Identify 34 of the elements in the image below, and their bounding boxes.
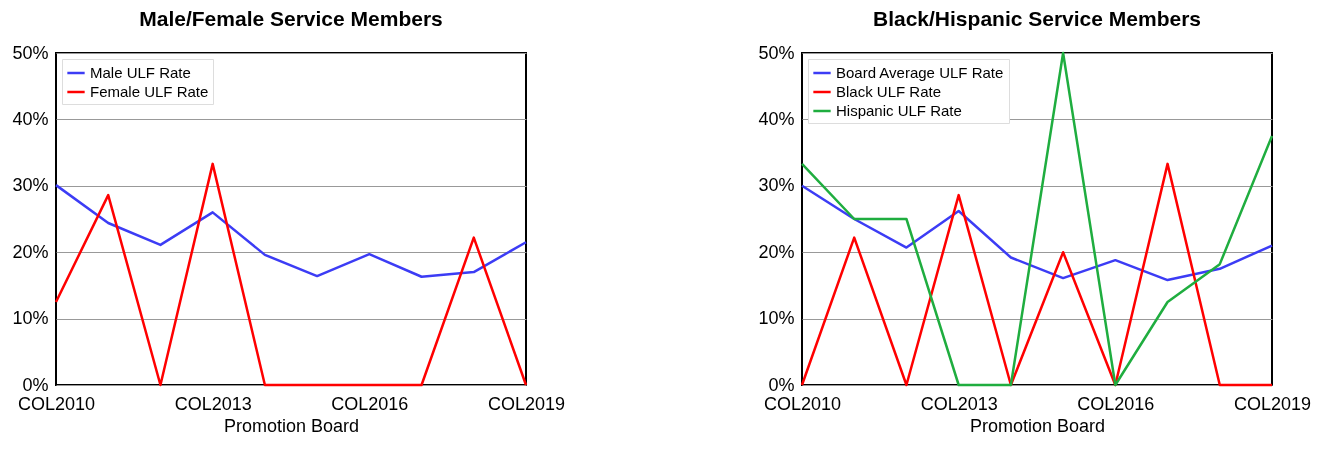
- x-tick-label: COL2019: [1233, 393, 1312, 414]
- line-series: [54, 183, 528, 279]
- line-series: [54, 162, 528, 387]
- y-tick-label: 0%: [22, 374, 49, 395]
- line-series: [800, 51, 1274, 387]
- chart-title: Black/Hispanic Service Members: [872, 7, 1202, 30]
- legend-label: Black ULF Rate: [836, 83, 942, 100]
- legend-label: Board Average ULF Rate: [836, 64, 1004, 81]
- y-tick-label: 0%: [768, 374, 795, 395]
- x-tick-label: COL2010: [763, 393, 842, 414]
- x-tick-label: COL2019: [487, 393, 566, 414]
- y-tick-label: 30%: [12, 175, 49, 196]
- x-tick-label: COL2010: [17, 393, 96, 414]
- y-tick-label: 20%: [12, 241, 49, 262]
- x-tick-label: COL2016: [1077, 393, 1155, 414]
- x-tick-label: COL2016: [331, 393, 409, 414]
- legend-label: Female ULF Rate: [90, 83, 209, 100]
- x-tick-label: COL2013: [174, 393, 252, 414]
- y-tick-label: 20%: [758, 241, 795, 262]
- y-tick-label: 10%: [12, 308, 49, 329]
- x-tick-label: COL2013: [920, 393, 998, 414]
- y-tick-label: 30%: [758, 175, 795, 196]
- legend-label: Hispanic ULF Rate: [836, 102, 962, 119]
- line-series: [800, 184, 1274, 282]
- x-axis-title: Promotion Board: [223, 415, 360, 436]
- y-tick-label: 50%: [758, 42, 795, 63]
- chart-title: Male/Female Service Members: [139, 7, 443, 30]
- x-axis-title: Promotion Board: [969, 415, 1106, 436]
- y-tick-label: 10%: [758, 308, 795, 329]
- y-tick-label: 40%: [758, 108, 795, 129]
- legend-label: Male ULF Rate: [90, 64, 191, 81]
- y-tick-label: 40%: [12, 108, 49, 129]
- y-tick-label: 50%: [12, 42, 49, 63]
- line-series: [800, 162, 1274, 387]
